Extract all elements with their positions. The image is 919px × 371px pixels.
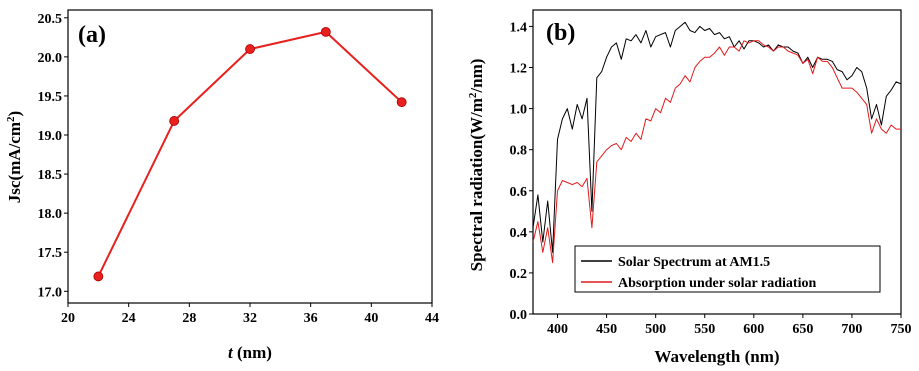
chart-b-series-1-line [532, 40, 901, 264]
legend-label-solar: Solar Spectrum at AM1.5 [618, 255, 770, 270]
legend-label-absorption: Absorption under solar radiation [618, 276, 816, 291]
chart-b-xlabel: Wavelength (nm) [654, 347, 779, 366]
chart-b-ytick-label: 0.2 [510, 267, 528, 282]
chart-b-ticks: 400 450 500 550 600 650 700 750 0.0 0.2 0.4 0.6 0.8 1… [510, 20, 912, 337]
chart-b-xtick-label: 650 [792, 322, 813, 337]
chart-b-xtick-label: 500 [645, 322, 666, 337]
chart-a-ytick-label: 20.0 [38, 51, 63, 66]
chart-b-series [532, 21, 902, 264]
chart-a-point [396, 97, 407, 108]
chart-b-xtick-label: 700 [841, 322, 862, 337]
chart-a-xtick-label: 40 [364, 311, 378, 326]
chart-a-frame [67, 9, 433, 304]
chart-a-ytick-label: 17.0 [38, 285, 63, 300]
chart-b-ylabel-sup: 2 [467, 92, 479, 98]
chart-b-xtick-label: 450 [596, 322, 617, 337]
chart-b-ytick-label: 1.2 [510, 62, 528, 77]
chart-a-point [320, 26, 331, 37]
panel-label-b: (b) [546, 20, 575, 46]
chart-a-point [93, 271, 104, 282]
chart-a-ylabel-end: ) [5, 111, 24, 117]
chart-b-ytick-label: 0.8 [510, 144, 528, 159]
chart-a-xtick-label: 32 [243, 311, 257, 326]
chart-a-xtick-label: 20 [61, 311, 75, 326]
chart-a-xtick-label: 44 [425, 311, 439, 326]
chart-b-ytick-label: 0.6 [510, 185, 528, 200]
chart-a-ytick-label: 19.5 [38, 90, 63, 105]
chart-a-series [93, 26, 407, 282]
panel-label-a: (a) [78, 22, 106, 48]
chart-a-ytick-label: 20.5 [38, 12, 63, 27]
chart-b-ytick-label: 1.4 [510, 20, 528, 35]
chart-a-ylabel: Jsc(mA/cm2) [5, 111, 24, 203]
chart-b-xtick-label: 550 [694, 322, 715, 337]
chart-a-xtick-label: 24 [122, 311, 136, 326]
chart-b-ylabel-end: /nm) [467, 59, 486, 94]
chart-b-xtick-label: 750 [891, 322, 912, 337]
chart-b-ytick-label: 0.4 [510, 226, 528, 241]
chart-a-xlabel-italic: t [228, 343, 234, 362]
chart-a-ytick-label: 18.5 [38, 168, 63, 183]
chart-b-ylabel: Spectral radiation(W/m2/nm) [467, 59, 486, 272]
chart-b-ylabel-main: Spectral radiation(W/m [467, 98, 486, 271]
chart-a-ytick-label: 19.0 [38, 129, 63, 144]
chart-b-ytick-label: 1.0 [510, 103, 528, 118]
chart-a-ytick-label: 17.5 [38, 246, 63, 261]
chart-a-ytick-label: 18.0 [38, 207, 63, 222]
chart-a-point [245, 44, 255, 54]
chart-a-xtick-label: 28 [182, 311, 196, 326]
chart-a-point [169, 116, 180, 126]
chart-a-ylabel-main: Jsc(mA/cm [5, 122, 24, 203]
chart-b-xtick-label: 600 [743, 322, 764, 337]
chart-a: 20 24 28 32 36 40 44 17.0 17.5 18.0 18.5 19.0 19.5 20… [5, 9, 440, 362]
chart-b: 400 450 500 550 600 650 700 750 0.0 0.2 0.4 0.6 0.8 1… [467, 9, 912, 366]
chart-b-xtick-label: 400 [547, 322, 568, 337]
chart-a-ylabel-sup: 2 [5, 116, 17, 122]
chart-a-xlabel-rest: (nm) [233, 343, 272, 362]
chart-a-xlabel: t (nm) [228, 343, 272, 362]
legend-box [574, 245, 881, 293]
chart-b-series-0-line [532, 21, 902, 253]
chart-b-ytick-label: 0.0 [510, 308, 528, 323]
chart-a-ticks: 20 24 28 32 36 40 44 17.0 17.5 18.0 18.5 19.0 19.5 20… [38, 12, 440, 326]
chart-a-xtick-label: 36 [304, 311, 318, 326]
chart-b-legend: Solar Spectrum at AM1.5 Absorption under… [574, 245, 881, 293]
